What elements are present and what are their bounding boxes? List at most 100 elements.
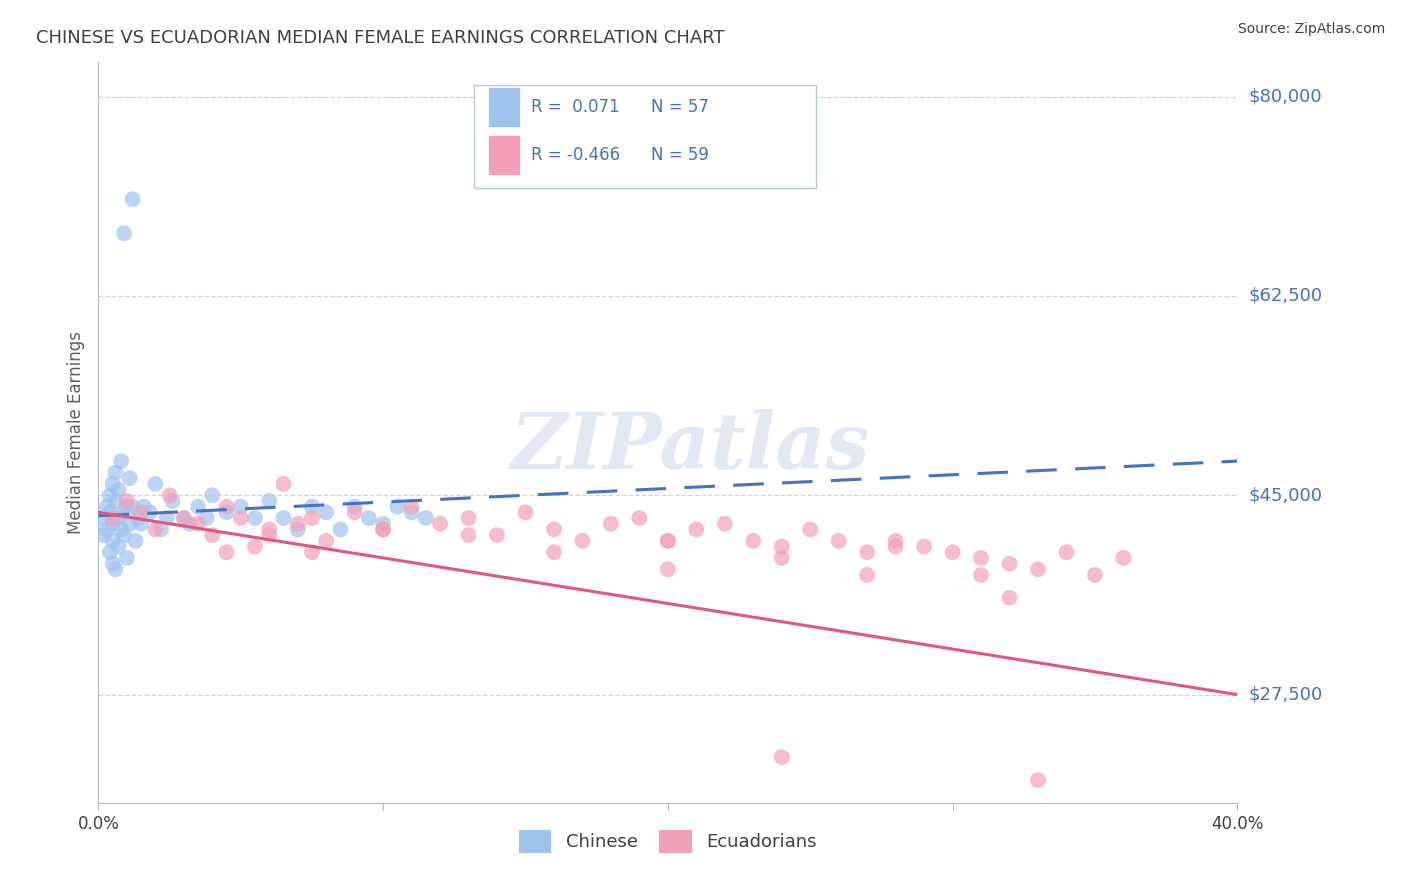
Point: [229, 500, 252, 514]
Point: [195, 511, 218, 525]
Point: [357, 511, 380, 525]
Point: [799, 523, 821, 537]
Point: [884, 533, 907, 548]
Text: $80,000: $80,000: [1249, 87, 1322, 105]
Point: [90, 511, 112, 525]
Point: [112, 505, 135, 519]
Point: [215, 500, 238, 514]
Point: [98, 488, 121, 502]
Point: [828, 533, 851, 548]
Point: [628, 511, 651, 525]
Point: [600, 516, 623, 531]
Point: [162, 494, 184, 508]
Point: [201, 488, 224, 502]
Point: [107, 483, 129, 497]
Point: [329, 523, 352, 537]
Point: [179, 516, 201, 531]
Point: [884, 540, 907, 554]
Text: $62,500: $62,500: [1249, 287, 1323, 305]
Point: [173, 511, 195, 525]
Point: [101, 476, 124, 491]
Point: [856, 545, 879, 559]
FancyBboxPatch shape: [488, 135, 520, 176]
Point: [343, 505, 366, 519]
Point: [159, 488, 181, 502]
Point: [259, 523, 281, 537]
Point: [714, 516, 737, 531]
Point: [1026, 562, 1049, 576]
Point: [215, 505, 238, 519]
Point: [657, 533, 679, 548]
Point: [215, 545, 238, 559]
Point: [156, 511, 179, 525]
Point: [173, 511, 195, 525]
Point: [187, 500, 209, 514]
Point: [457, 528, 479, 542]
Point: [121, 500, 143, 514]
Point: [287, 516, 309, 531]
Point: [101, 511, 124, 525]
Point: [93, 528, 115, 542]
Point: [107, 511, 129, 525]
Point: [115, 500, 138, 514]
Point: [98, 505, 121, 519]
Text: CHINESE VS ECUADORIAN MEDIAN FEMALE EARNINGS CORRELATION CHART: CHINESE VS ECUADORIAN MEDIAN FEMALE EARN…: [35, 29, 724, 47]
Point: [657, 562, 679, 576]
Point: [201, 528, 224, 542]
Point: [138, 505, 160, 519]
Point: [115, 494, 138, 508]
Point: [373, 523, 395, 537]
Point: [112, 227, 135, 241]
FancyBboxPatch shape: [474, 85, 815, 188]
Point: [1084, 568, 1107, 582]
Point: [96, 523, 118, 537]
Point: [343, 500, 366, 514]
FancyBboxPatch shape: [488, 87, 520, 128]
Point: [401, 500, 423, 514]
Text: R = -0.466: R = -0.466: [531, 146, 620, 164]
Text: N = 59: N = 59: [651, 146, 709, 164]
Point: [770, 550, 793, 565]
Point: [259, 528, 281, 542]
Point: [101, 516, 124, 531]
Point: [101, 533, 124, 548]
Point: [1056, 545, 1078, 559]
Legend: Chinese, Ecuadorians: Chinese, Ecuadorians: [512, 822, 824, 861]
Point: [112, 528, 135, 542]
Point: [121, 192, 143, 206]
Point: [110, 523, 132, 537]
Point: [104, 562, 127, 576]
Point: [118, 471, 141, 485]
Point: [115, 550, 138, 565]
Text: ZIPatlas: ZIPatlas: [510, 409, 870, 485]
Point: [101, 557, 124, 571]
Point: [373, 516, 395, 531]
Point: [129, 516, 152, 531]
Point: [486, 528, 509, 542]
Point: [145, 476, 167, 491]
Point: [229, 511, 252, 525]
Point: [124, 533, 146, 548]
Point: [96, 500, 118, 514]
Point: [856, 568, 879, 582]
Point: [110, 454, 132, 468]
Point: [315, 533, 337, 548]
Point: [273, 511, 295, 525]
Point: [118, 516, 141, 531]
Point: [132, 500, 155, 514]
Point: [1112, 550, 1135, 565]
Text: R =  0.071: R = 0.071: [531, 98, 620, 116]
Point: [685, 523, 707, 537]
Text: $27,500: $27,500: [1249, 686, 1323, 704]
Point: [301, 545, 323, 559]
Y-axis label: Median Female Earnings: Median Female Earnings: [67, 331, 86, 534]
Point: [127, 511, 149, 525]
Point: [1026, 772, 1049, 787]
Point: [273, 476, 295, 491]
Point: [98, 545, 121, 559]
Point: [543, 523, 565, 537]
Point: [373, 523, 395, 537]
Text: $45,000: $45,000: [1249, 486, 1323, 504]
Point: [145, 523, 167, 537]
Text: N = 57: N = 57: [651, 98, 709, 116]
